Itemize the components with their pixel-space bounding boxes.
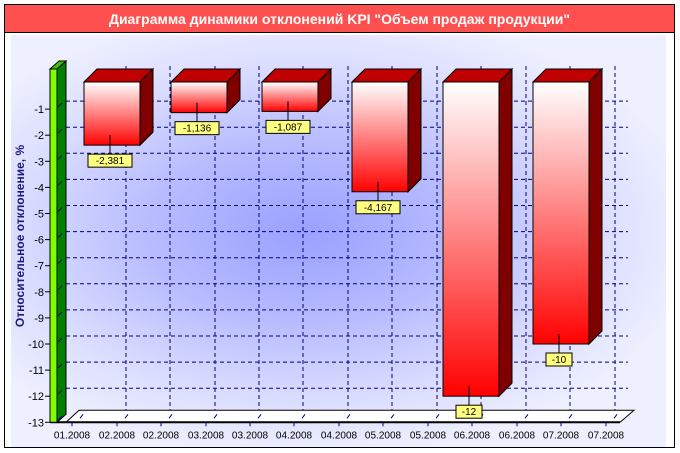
y-axis: -1 -2 -3 -4 -5 -6 -7 -8 -9 -10 -11 -12 -13 [28,59,68,429]
floor-tick [213,413,218,419]
floor-tick [301,413,306,419]
y-axis-front [49,68,58,423]
x-tick-label: 04.2008 [276,430,313,441]
floor-tick [346,413,351,419]
bar: -1,087 [260,67,333,134]
bar-front-face [83,81,141,146]
y-depth-tick [57,128,63,134]
bar: -2,381 [82,67,155,168]
x-tick-label: 07.2008 [543,430,580,441]
value-label-box [87,153,133,168]
value-label: -1,087 [274,122,303,133]
value-label-box [355,200,401,215]
bar-front-face [351,81,409,193]
y-tick-label: -8 [34,287,44,299]
floor-tick [168,413,173,419]
x-tick-label: 05.2008 [410,430,447,441]
y-depth-tick [57,363,63,369]
x-tick-label: 07.2008 [588,430,625,441]
y-depth-tick [57,337,63,343]
y-tick-label: -5 [34,209,44,221]
x-tick-label: 04.2008 [321,430,358,441]
bar-front-face [261,81,319,112]
value-label: -2,381 [96,156,125,167]
y-depth-tick [57,102,63,108]
bar: -1,136 [169,67,242,136]
x-tick-label: 05.2008 [365,430,402,441]
bar-front-face [442,81,500,397]
y-depth-tick [57,181,63,186]
value-label: -12 [462,407,477,418]
bar-side-face [588,67,603,346]
value-label-box [545,352,573,367]
y-tick-label: -11 [29,365,44,377]
floor-tick [568,413,573,419]
y-depth-tick [57,285,63,291]
y-depth-tick [57,389,63,395]
x-tick-label: 03.2008 [232,430,269,441]
bar: -10 [531,67,604,367]
y-depth-tick [57,415,63,421]
y-tick-label: -10 [28,339,44,351]
bar-side-face [498,67,513,398]
x-tick-label: 01.2008 [54,430,91,441]
y-depth-tick [57,154,63,160]
value-label: -4,167 [364,203,393,214]
y-depth-tick [57,259,63,265]
y-tick-label: -2 [34,130,44,142]
y-depth-tick [57,233,63,238]
y-tick-label: -12 [28,391,44,403]
x-tick-label: 06.2008 [499,430,536,441]
bars: -2,381 -1,136 -1,087 -4,167 -12 -10 [82,67,604,419]
y-tick-label: -1 [34,104,44,116]
floor-tick [524,413,529,419]
y-axis-top [48,60,68,70]
y-tick-label: -13 [28,417,44,429]
y-depth-tick [57,311,63,317]
floor-tick [124,413,129,419]
bar-front-face [170,81,228,114]
floor-tick [390,413,395,419]
floor-tick [613,413,618,419]
x-tick-label: 06.2008 [454,430,491,441]
floor-plane [64,409,636,423]
y-tick-label: -9 [34,313,44,325]
floor-tick [79,413,84,419]
chart-title-bar: Диаграмма динамики отклонений KPI "Объем… [5,5,674,33]
x-tick-label: 02.2008 [143,430,180,441]
x-axis: 01.2008 02.2008 02.2008 03.2008 03.2008 04.20… [54,422,625,441]
value-label-box [455,404,483,419]
y-tick-label: -4 [34,182,44,194]
bar: -12 [441,67,514,419]
bar-side-face [407,67,422,193]
value-label-box [174,121,220,136]
bar-side-face [139,67,154,147]
chart-floor [50,409,636,424]
value-label-box [265,119,311,134]
y-axis-title: Относительное отклонение, % [13,145,27,328]
y-depth-tick [57,207,63,212]
floor-tick [435,413,440,419]
value-label: -10 [552,355,567,366]
x-tick-label: 03.2008 [188,430,225,441]
x-tick-label: 02.2008 [99,430,136,441]
y-tick-label: -7 [34,261,44,273]
chart-title: Диаграмма динамики отклонений KPI "Объем… [108,11,571,27]
bar: -4,167 [350,67,423,215]
y-tick-label: -3 [34,156,44,168]
floor-tick [257,413,262,419]
bar-front-face [532,81,590,345]
y-tick-label: -6 [34,235,44,247]
value-label: -1,136 [183,124,212,135]
